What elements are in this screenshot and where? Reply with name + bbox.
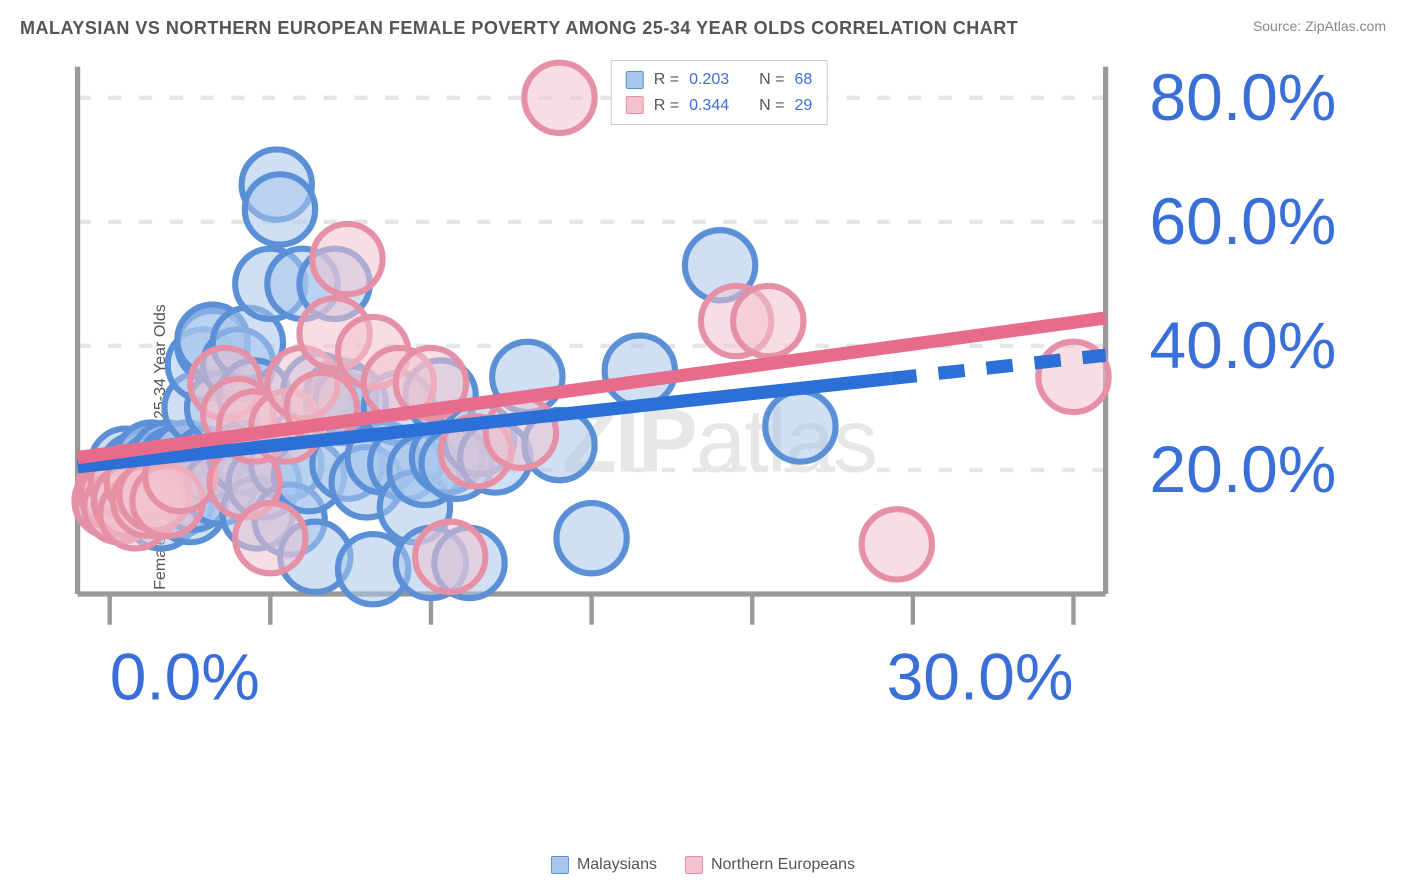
swatch-northern-europeans (626, 96, 644, 114)
bottom-legend: Malaysians Northern Europeans (551, 856, 855, 874)
stats-row-northern-europeans: R = 0.344 N = 29 (626, 93, 813, 119)
svg-text:60.0%: 60.0% (1150, 184, 1337, 258)
svg-text:20.0%: 20.0% (1150, 432, 1337, 506)
stats-row-malaysians: R = 0.203 N = 68 (626, 67, 813, 93)
r-value-malaysians: 0.203 (689, 67, 729, 93)
r-label: R = (654, 67, 679, 93)
svg-text:30.0%: 30.0% (887, 639, 1074, 713)
legend-item-malaysians: Malaysians (551, 856, 657, 874)
swatch-malaysians (626, 71, 644, 89)
r-value-northern-europeans: 0.344 (689, 93, 729, 119)
chart-area: Female Poverty Among 25-34 Year Olds ZIP… (60, 58, 1378, 836)
n-label: N = (759, 93, 784, 119)
n-value-malaysians: 68 (794, 67, 812, 93)
svg-text:0.0%: 0.0% (110, 639, 260, 713)
svg-text:80.0%: 80.0% (1150, 60, 1337, 134)
legend-item-northern-europeans: Northern Europeans (685, 856, 855, 874)
r-label: R = (654, 93, 679, 119)
n-value-northern-europeans: 29 (794, 93, 812, 119)
swatch-northern-europeans-icon (685, 856, 703, 874)
svg-text:40.0%: 40.0% (1150, 308, 1337, 382)
legend-label-northern-europeans: Northern Europeans (711, 856, 855, 874)
chart-title: MALAYSIAN VS NORTHERN EUROPEAN FEMALE PO… (20, 18, 1018, 39)
scatter-plot: 20.0% 40.0% 60.0% 80.0% 0.0% 30.0% (60, 58, 1378, 717)
header: MALAYSIAN VS NORTHERN EUROPEAN FEMALE PO… (20, 18, 1386, 39)
legend-label-malaysians: Malaysians (577, 856, 657, 874)
n-label: N = (759, 67, 784, 93)
source-label: Source: ZipAtlas.com (1253, 18, 1386, 34)
swatch-malaysians-icon (551, 856, 569, 874)
stats-legend: R = 0.203 N = 68 R = 0.344 N = 29 (611, 60, 828, 125)
